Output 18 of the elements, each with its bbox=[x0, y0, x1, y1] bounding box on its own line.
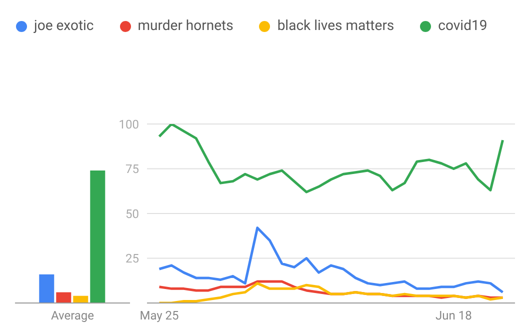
x-tick-label: Average bbox=[50, 308, 94, 323]
y-tick-label: 75 bbox=[126, 162, 140, 176]
bar bbox=[73, 296, 88, 303]
line-series bbox=[158, 226, 504, 294]
bar bbox=[39, 274, 54, 303]
y-tick-label: 50 bbox=[126, 206, 140, 221]
legend-label: joe exotic bbox=[34, 18, 94, 34]
y-tick-label: 25 bbox=[126, 252, 140, 266]
bar bbox=[56, 292, 72, 303]
x-tick-label: May 25 bbox=[140, 308, 180, 323]
y-tick-label: 100 bbox=[118, 117, 140, 132]
legend-label: covid19 bbox=[438, 18, 488, 34]
line-series bbox=[158, 282, 504, 303]
bar bbox=[90, 170, 106, 303]
x-tick-label: Jun 18 bbox=[436, 308, 472, 323]
legend-label: black lives matters bbox=[277, 18, 394, 34]
line-series bbox=[158, 124, 504, 194]
legend-label: murder hornets bbox=[138, 18, 234, 34]
